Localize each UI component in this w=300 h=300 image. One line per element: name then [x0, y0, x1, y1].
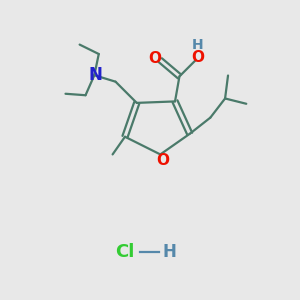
Text: Cl: Cl [115, 243, 135, 261]
Text: O: O [157, 153, 170, 168]
Text: H: H [192, 38, 204, 52]
Text: N: N [88, 66, 102, 84]
Text: O: O [148, 51, 161, 66]
Text: O: O [191, 50, 205, 65]
Text: H: H [162, 243, 176, 261]
